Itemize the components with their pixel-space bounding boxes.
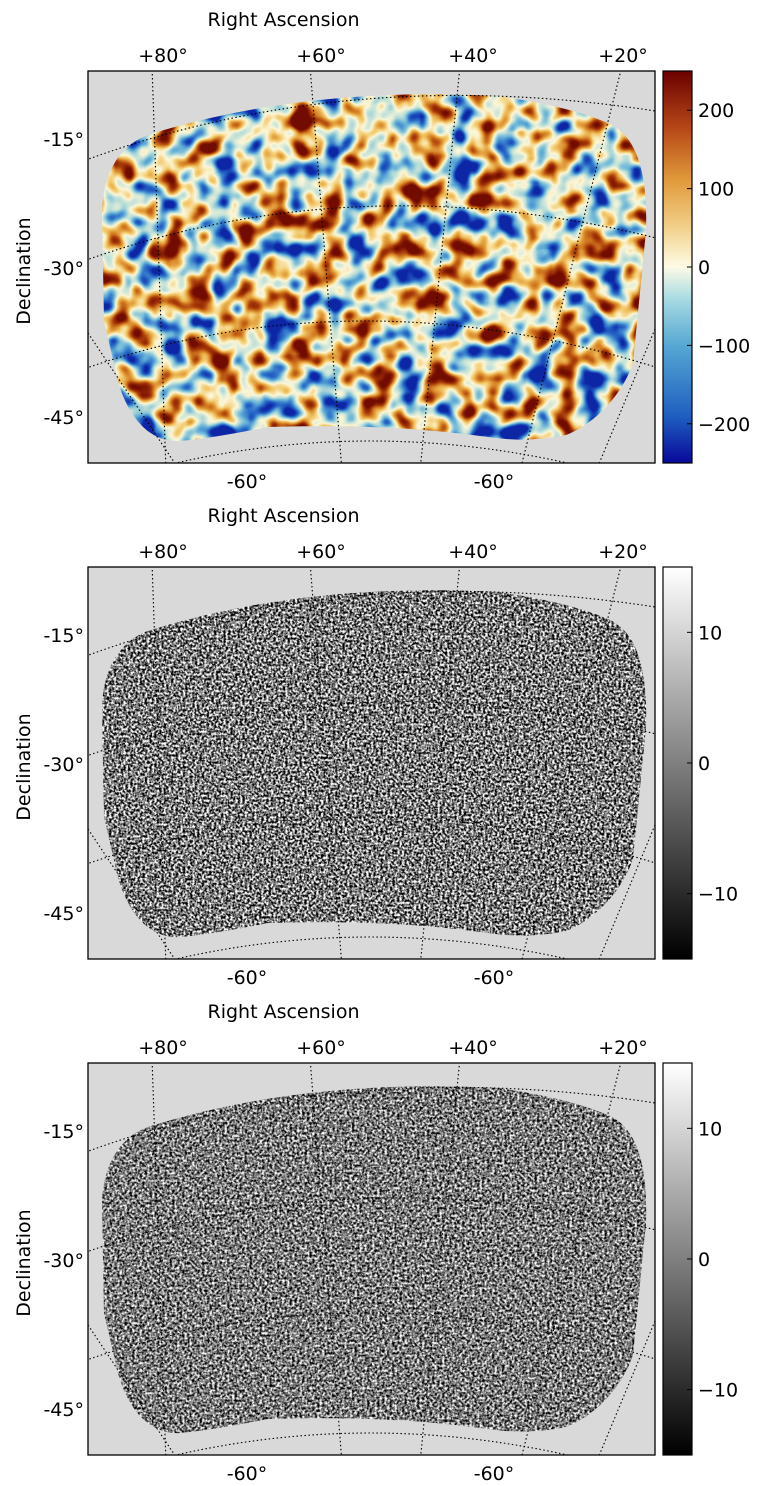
y-axis-label: Declination — [13, 1209, 35, 1316]
left-tick-label: -45° — [43, 407, 84, 429]
colorbar: 200 100 0 −100 −200 — [662, 70, 750, 464]
colorbar-tick-label: −10 — [698, 884, 738, 906]
sky-map-footprint — [102, 94, 647, 442]
bottom-tick-label: -60° — [227, 471, 268, 493]
colorbar-tick-label: 0 — [698, 257, 710, 279]
bottom-tick-label: -60° — [227, 967, 268, 989]
x-axis-label: Right Ascension — [208, 9, 360, 31]
top-tick-label: +60° — [296, 45, 346, 67]
top-tick-label: +40° — [448, 45, 498, 67]
colorbar-tick-label: −10 — [698, 1380, 738, 1402]
axes-frame — [87, 70, 656, 464]
x-axis-label: Right Ascension — [208, 1001, 360, 1023]
x-axis-label: Right Ascension — [208, 505, 360, 527]
bottom-tick-label: -60° — [474, 967, 515, 989]
left-tick-label: -45° — [43, 1399, 84, 1421]
left-tick-label: -15° — [43, 625, 84, 647]
top-tick-label: +20° — [598, 541, 648, 563]
ra-gridline-6 — [598, 328, 655, 463]
ra-gridline-4 — [521, 1063, 622, 1455]
axes-frame — [87, 1062, 656, 1456]
colorbar-tick-label: 0 — [698, 1249, 710, 1271]
colorbar-tick-label: 100 — [698, 179, 734, 201]
colorbar-tick-label: 10 — [698, 1118, 722, 1140]
top-tick-label: +60° — [296, 541, 346, 563]
y-axis-label: Declination — [13, 713, 35, 820]
colorbar-tick-label: 200 — [698, 100, 734, 122]
dec-gridline-1 — [88, 94, 655, 160]
top-tick-label: +20° — [598, 1037, 648, 1059]
map-panel-1: Right Ascension Declination +80° +60° +40° +2… — [13, 9, 750, 493]
ra-gridline-4 — [521, 567, 622, 959]
dec-gridline-3 — [88, 1312, 655, 1361]
ra-gridline-6 — [598, 824, 655, 959]
map-panel-3: Right Ascension Declination +80° +60° +40° +2… — [13, 1001, 738, 1485]
top-tick-label: +80° — [138, 541, 188, 563]
ra-gridline-4 — [521, 71, 622, 463]
left-tick-label: -15° — [43, 129, 84, 151]
sky-map-footprint — [102, 590, 647, 938]
colorbar: 10 0 −10 — [662, 1062, 738, 1456]
colorbar-tick-label: −100 — [698, 335, 750, 357]
left-tick-label: -30° — [43, 258, 84, 280]
axes-frame — [87, 566, 656, 960]
left-tick-label: -30° — [43, 754, 84, 776]
top-tick-label: +80° — [138, 1037, 188, 1059]
colorbar-tick-label: −200 — [698, 414, 750, 436]
dec-gridline-1 — [88, 590, 655, 656]
top-tick-label: +80° — [138, 45, 188, 67]
left-tick-label: -45° — [43, 903, 84, 925]
top-tick-label: +20° — [598, 45, 648, 67]
sky-map-footprint — [102, 1086, 647, 1434]
dec-gridline-3 — [88, 320, 655, 369]
dec-gridline-3 — [88, 816, 655, 865]
graticule — [88, 71, 655, 463]
colorbar-tick-label: 10 — [698, 622, 722, 644]
colorbar: 10 0 −10 — [662, 566, 738, 960]
top-tick-label: +40° — [448, 1037, 498, 1059]
graticule — [88, 567, 655, 959]
bottom-tick-label: -60° — [474, 471, 515, 493]
bottom-tick-label: -60° — [474, 1463, 515, 1485]
graticule — [88, 1063, 655, 1455]
left-tick-label: -15° — [43, 1121, 84, 1143]
left-tick-label: -30° — [43, 1250, 84, 1272]
dec-gridline-1 — [88, 1086, 655, 1152]
map-panel-2: Right Ascension Declination +80° +60° +40° +2… — [13, 505, 738, 989]
y-axis-label: Declination — [13, 217, 35, 324]
colorbar-tick-label: 0 — [698, 753, 710, 775]
ra-gridline-6 — [598, 1320, 655, 1455]
top-tick-label: +40° — [448, 541, 498, 563]
top-tick-label: +60° — [296, 1037, 346, 1059]
bottom-tick-label: -60° — [227, 1463, 268, 1485]
